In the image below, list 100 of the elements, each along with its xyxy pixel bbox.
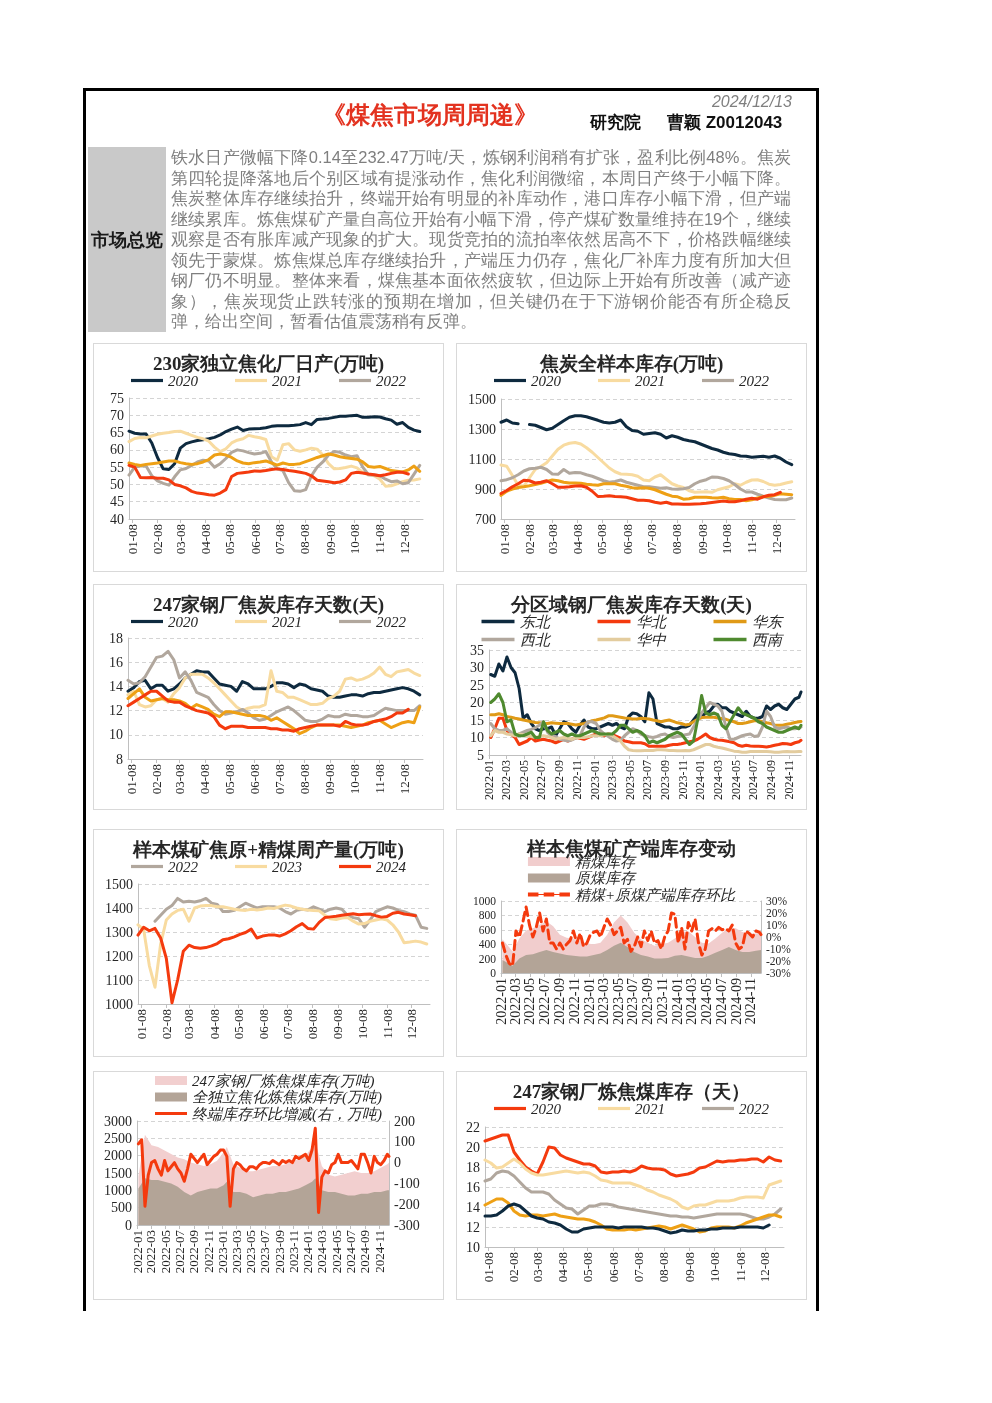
y-tick-label: 75 <box>110 390 124 406</box>
line-series <box>126 649 422 723</box>
x-tick-label: 03-08 <box>172 524 188 555</box>
x-tick-label: 07-08 <box>272 524 288 555</box>
x-tick-label: 2024-11 <box>781 760 796 800</box>
legend-label: 全独立焦化炼焦煤库存(万吨) <box>192 1089 382 1106</box>
x-tick-label: 06-08 <box>247 524 263 555</box>
y2-tick-label: 0% <box>766 931 782 943</box>
y-tick-label: 700 <box>475 511 496 527</box>
legend-label: 原煤库存 <box>574 870 637 886</box>
y-tick-label: 1500 <box>105 876 133 892</box>
x-tick-label: 03-08 <box>171 764 187 795</box>
y-tick-label: 0 <box>490 967 497 979</box>
x-tick-label: 06-08 <box>247 764 263 795</box>
x-tick-label: 12-08 <box>396 524 412 555</box>
x-tick-label: 2023-03 <box>228 1230 244 1274</box>
x-tick-label: 01-08 <box>123 764 139 795</box>
x-tick-label: 2024-01 <box>669 978 685 1025</box>
x-tick-label: 03-08 <box>529 1252 545 1283</box>
line-series <box>136 903 429 989</box>
x-tick-label: 04-08 <box>570 524 586 555</box>
line-series <box>483 1169 783 1221</box>
x-tick-label: 07-08 <box>644 524 660 555</box>
y-tick-label: 1300 <box>468 421 496 437</box>
legend-label: 2022 <box>739 372 770 389</box>
x-tick-label: 01-08 <box>480 1252 496 1283</box>
x-tick-label: 2023-09 <box>640 978 656 1025</box>
x-tick-label: 2022-01 <box>482 760 496 800</box>
x-tick-label: 02-08 <box>150 524 165 555</box>
y-tick-label: 5 <box>477 747 484 763</box>
x-tick-label: 09-08 <box>682 1252 698 1283</box>
line-series <box>127 413 422 472</box>
y-tick-label: 1500 <box>104 1165 132 1181</box>
text: 曹颖 Z0012043 <box>667 113 783 132</box>
x-tick-label: 2023-07 <box>257 1229 273 1274</box>
line-series <box>136 910 417 1005</box>
x-tick-label: 2024-01 <box>693 760 708 800</box>
legend-label: 2020 <box>531 1100 562 1117</box>
y-tick-label: 20 <box>470 695 484 710</box>
y-tick-label: 900 <box>475 481 496 497</box>
x-tick-label: 04-08 <box>206 1009 222 1040</box>
line-series <box>483 1133 783 1178</box>
y-tick-label: 65 <box>110 425 124 441</box>
y-tick-label: 14 <box>109 678 123 694</box>
x-tick-label: 10-08 <box>347 524 363 555</box>
y-tick-label: 1000 <box>105 996 133 1012</box>
legend-label: 华中 <box>635 631 667 648</box>
x-tick-label: 2023-11 <box>286 1230 302 1273</box>
line-series <box>127 429 422 488</box>
x-tick-label: 2022-11 <box>570 760 585 800</box>
y-tick-label: 16 <box>466 1179 480 1195</box>
x-tick-label: 12-08 <box>757 1252 773 1283</box>
y2-tick-label: 30% <box>766 895 788 907</box>
x-tick-label: 11-08 <box>372 764 388 794</box>
x-tick-label: 2023-05 <box>610 978 626 1025</box>
x-tick-label: 2023-09 <box>658 760 673 800</box>
x-tick-label: 01-08 <box>496 524 512 555</box>
x-tick-label: 2023-01 <box>581 978 597 1025</box>
y-tick-label: 10 <box>109 727 123 743</box>
y-tick-label: 400 <box>478 938 497 951</box>
y-tick-label: 12 <box>466 1219 480 1235</box>
y2-tick-label: 20% <box>766 907 788 919</box>
x-tick-label: 11-08 <box>732 1252 748 1282</box>
x-tick-label: 07-08 <box>630 1252 646 1283</box>
y-tick-label: 14 <box>466 1199 480 1215</box>
x-tick-label: 09-08 <box>322 764 338 795</box>
x-tick-label: 07-08 <box>280 1009 296 1040</box>
y-tick-label: 16 <box>109 654 123 670</box>
chart-title: 样本煤矿焦原+精煤周产量(万吨) <box>132 839 404 861</box>
x-tick-label: 06-08 <box>605 1252 621 1283</box>
x-tick-label: 2024-09 <box>728 978 744 1025</box>
x-tick-label: 2022-11 <box>200 1230 216 1273</box>
x-tick-label: 08-08 <box>656 1252 672 1283</box>
legend-label: 2023 <box>272 858 302 875</box>
x-tick-label: 2022-03 <box>143 1230 159 1274</box>
y2-tick-label: -30% <box>766 967 792 979</box>
x-tick-label: 05-08 <box>580 1252 596 1283</box>
legend-label: 2020 <box>168 372 199 389</box>
legend-label: 西北 <box>519 631 552 648</box>
x-tick-label: 2024-07 <box>342 1229 358 1274</box>
x-tick-label: 02-08 <box>149 764 165 795</box>
y-tick-label: 55 <box>110 459 124 475</box>
x-tick-label: 2023-01 <box>214 1230 230 1274</box>
x-tick-label: 11-08 <box>372 524 388 554</box>
x-tick-label: 2023-09 <box>271 1230 287 1274</box>
x-tick-label: 04-08 <box>198 524 214 555</box>
x-tick-label: 2022-03 <box>499 760 514 800</box>
x-tick-label: 10-08 <box>346 764 362 795</box>
x-tick-label: 2024-01 <box>300 1230 316 1274</box>
x-tick-label: 02-08 <box>522 524 537 555</box>
x-tick-label: 05-08 <box>230 1009 246 1040</box>
x-tick-label: 2024-09 <box>357 1230 373 1274</box>
legend-label: 2020 <box>168 613 199 630</box>
x-tick-label: 03-08 <box>544 524 560 555</box>
y-tick-label: 35 <box>470 642 484 658</box>
x-tick-label: 2022-01 <box>493 978 509 1025</box>
x-tick-label: 2022-09 <box>552 760 567 800</box>
legend-label: 2021 <box>635 372 665 389</box>
y-tick-label: 15 <box>470 712 484 728</box>
y-tick-label: 1000 <box>473 895 497 907</box>
